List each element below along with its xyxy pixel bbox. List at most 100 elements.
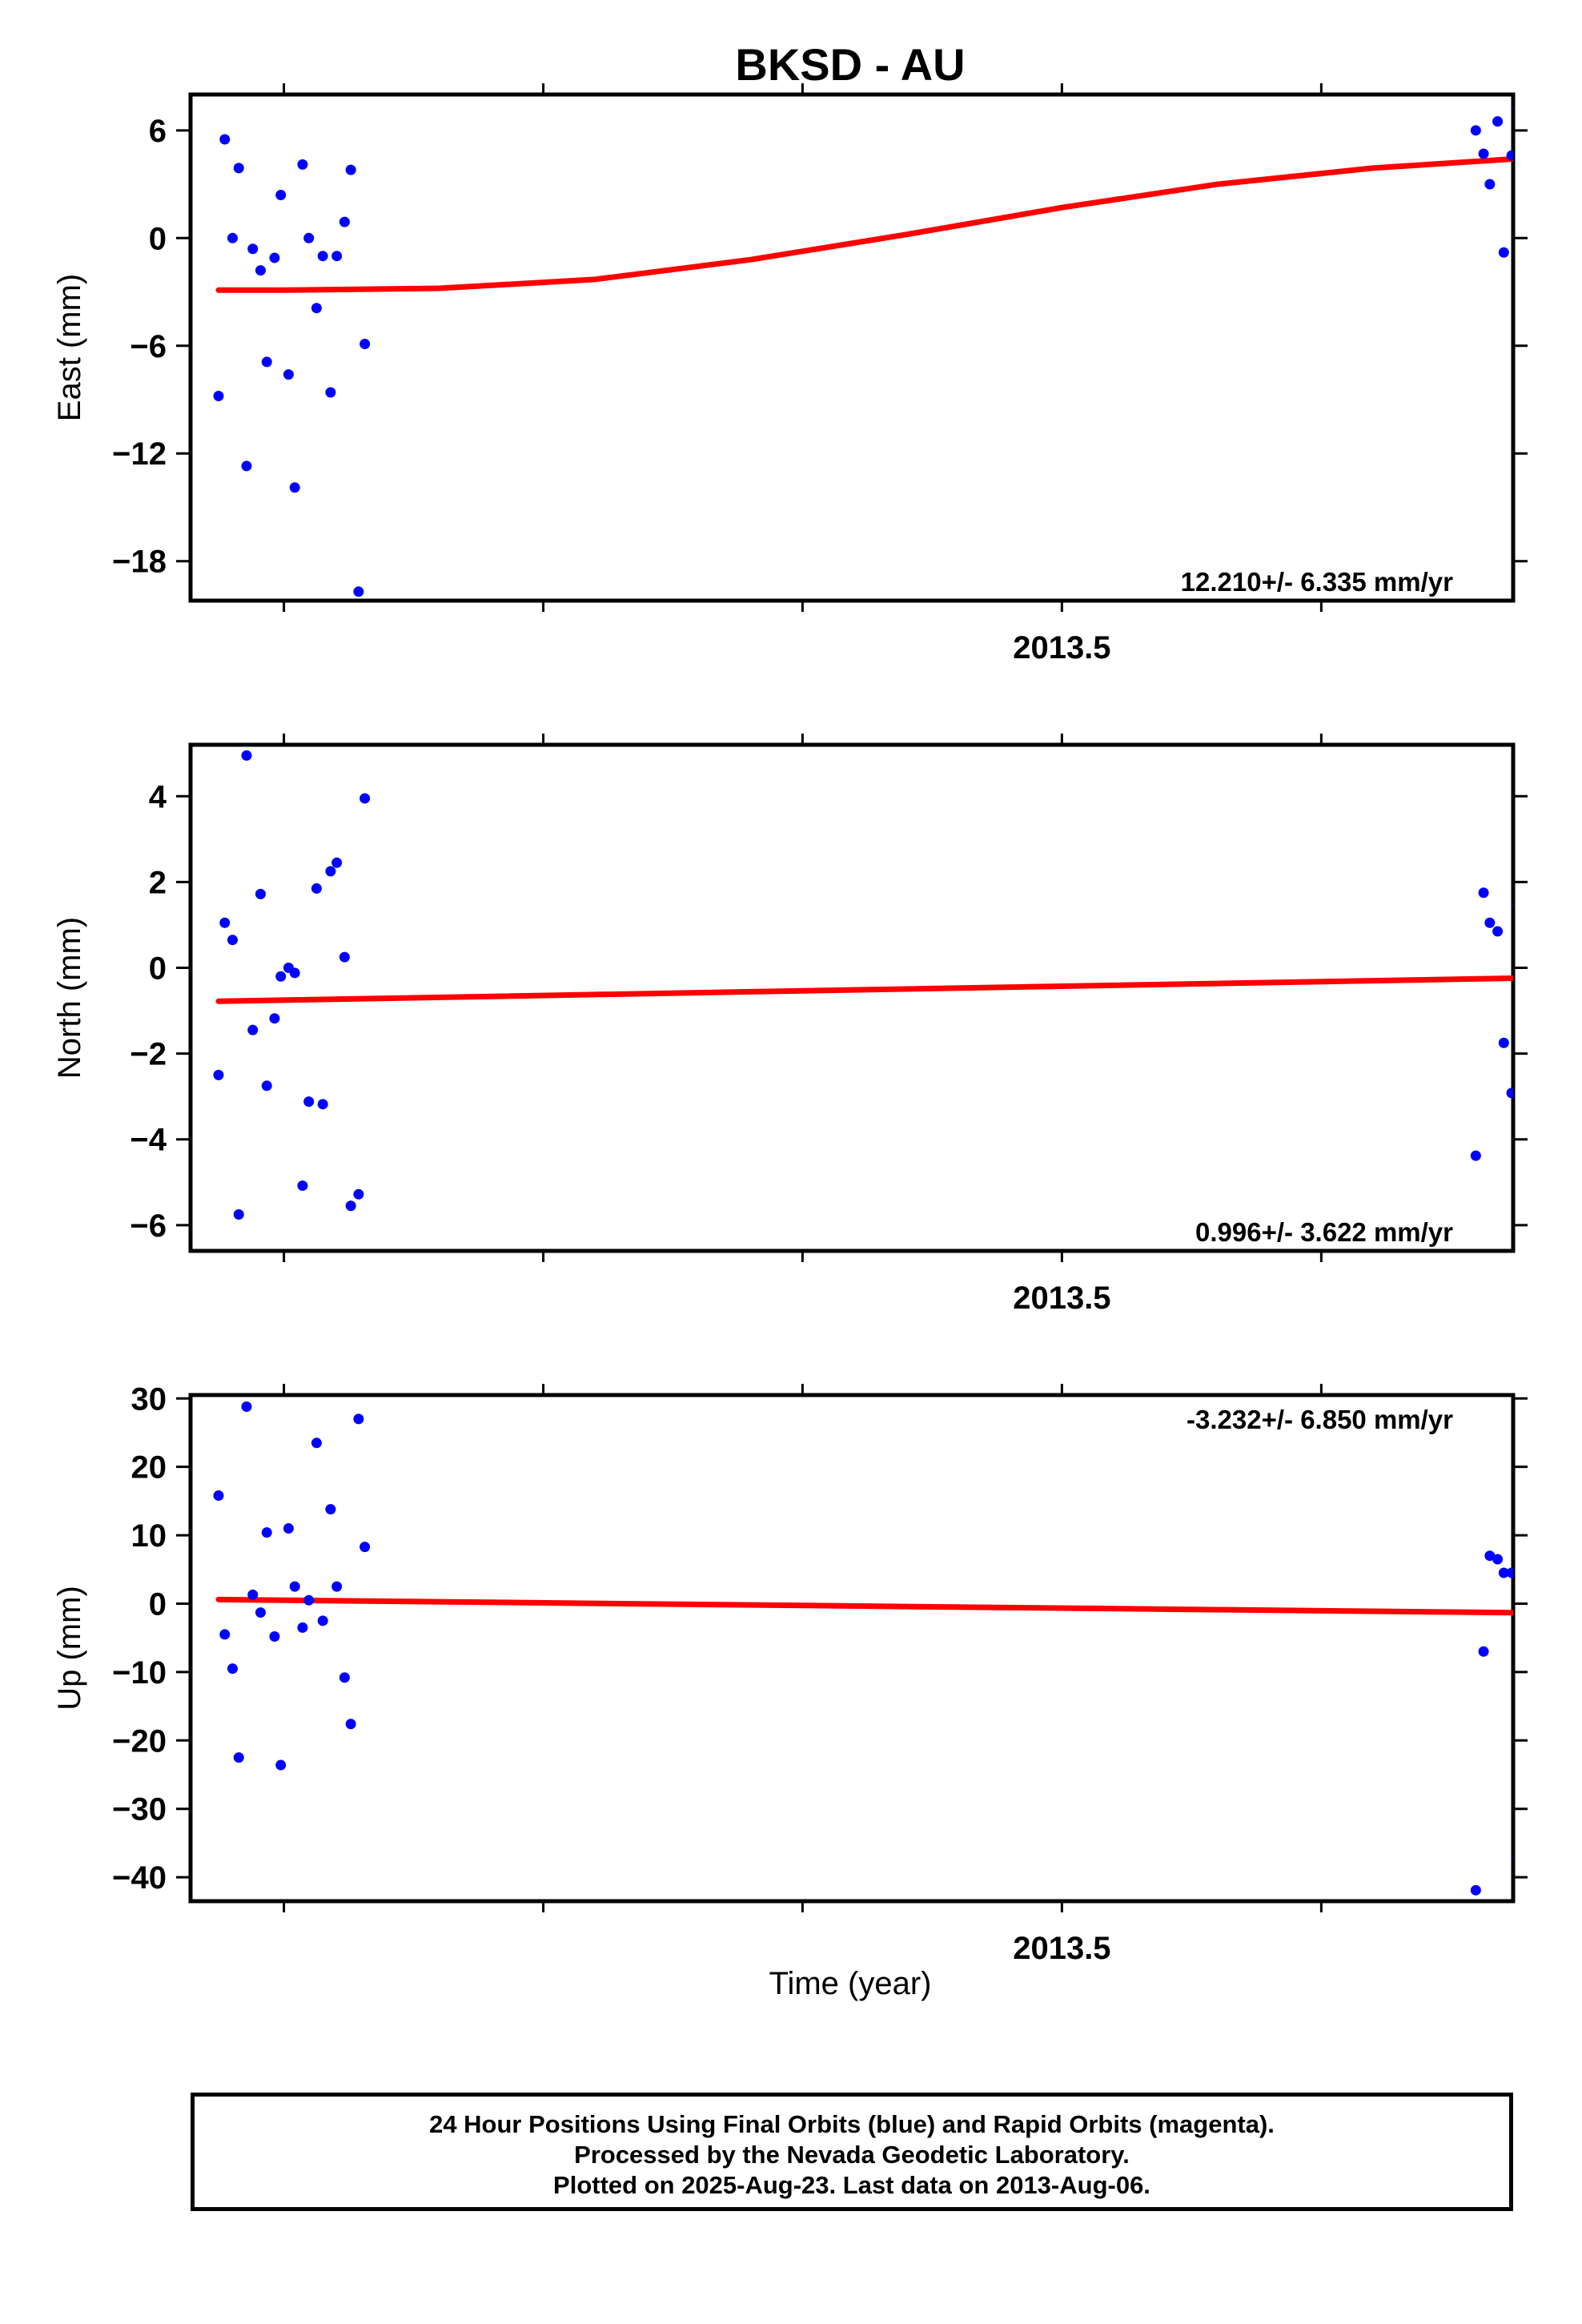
east-data-point — [1470, 125, 1481, 136]
footer-line-plotted: Plotted on 2025-Aug-23. Last data on 201… — [553, 2171, 1150, 2199]
up-y-tick-label: 20 — [131, 1450, 167, 1486]
east-plot-frame — [188, 92, 1516, 603]
north-y-tick-label: 0 — [149, 951, 167, 987]
east-data-point — [1506, 150, 1513, 161]
east-y-tick-label: −12 — [112, 436, 167, 472]
east-data-point — [213, 391, 224, 402]
east-data-point — [241, 460, 252, 472]
up-data-point — [1478, 1646, 1489, 1657]
north-data-point — [345, 1200, 356, 1212]
east-data-point — [1533, 109, 1544, 119]
up-data-point — [1561, 1598, 1572, 1609]
up-data-point — [359, 1542, 371, 1553]
up-data-point — [1555, 1612, 1565, 1622]
up-y-tick-label: −40 — [112, 1860, 167, 1896]
up-y-tick-label: 30 — [131, 1381, 167, 1417]
east-data-point — [269, 252, 280, 263]
north-data-point — [241, 750, 252, 761]
north-y-tick-label: −4 — [130, 1123, 167, 1158]
up-y-tick-label: 10 — [131, 1518, 167, 1554]
east-data-point — [289, 482, 300, 493]
up-rate-label: -3.232+/- 6.850 mm/yr — [1186, 1405, 1453, 1434]
east-data-point — [1484, 179, 1496, 190]
up-data-point — [213, 1490, 224, 1502]
up-data-point — [261, 1527, 272, 1538]
up-data-point — [1527, 1617, 1537, 1627]
panel-up: 2013.5 30 20 10 0 −10 −20 −30 −40 Up (mm) -3.232+/… — [52, 1381, 1572, 1966]
north-y-tick-label: −6 — [130, 1208, 167, 1244]
up-data-point — [233, 1752, 244, 1763]
east-data-point — [1561, 129, 1572, 139]
east-data-point — [297, 159, 308, 170]
north-data-point — [255, 888, 266, 899]
east-y-tick-label: −6 — [130, 329, 167, 364]
east-data-point — [1478, 148, 1489, 159]
up-data-point — [289, 1581, 300, 1592]
up-data-point — [283, 1523, 294, 1534]
north-data-point — [1519, 1099, 1529, 1109]
up-y-tick-label: −10 — [112, 1655, 167, 1691]
north-data-point — [1506, 1088, 1513, 1099]
north-data-point — [219, 917, 231, 928]
north-y-tick-label: 2 — [149, 865, 167, 900]
north-data-point — [227, 935, 238, 946]
up-data-point — [1492, 1554, 1504, 1565]
north-data-point — [269, 1013, 280, 1024]
up-data-point — [241, 1401, 252, 1413]
north-data-point — [1478, 887, 1489, 899]
north-data-point — [359, 793, 371, 804]
east-y-tick-label: −18 — [112, 545, 167, 580]
up-data-point — [227, 1663, 238, 1675]
east-data-point — [1540, 231, 1551, 242]
north-data-point — [331, 857, 343, 868]
north-plot-frame — [188, 742, 1516, 1253]
east-data-point — [1519, 100, 1529, 111]
east-x-tick-label: 2013.5 — [1013, 630, 1110, 665]
north-y-axis-label: North (mm) — [52, 917, 87, 1079]
north-data-point — [1484, 917, 1496, 928]
north-data-point — [1555, 826, 1565, 837]
up-data-point — [1547, 1652, 1557, 1663]
east-fit-line — [215, 155, 1513, 293]
up-data-point — [247, 1589, 259, 1600]
x-axis-label: Time (year) — [769, 1966, 932, 2001]
north-data-point — [1498, 1037, 1509, 1048]
up-plot-frame — [188, 1393, 1516, 1904]
up-x-tick-label: 2013.5 — [1013, 1931, 1110, 1966]
up-data-point — [317, 1615, 328, 1626]
east-data-point — [261, 356, 272, 368]
east-data-point — [359, 339, 371, 350]
north-data-point — [317, 1099, 328, 1110]
north-y-tick-label: 4 — [149, 779, 167, 814]
north-data-point — [1540, 946, 1551, 956]
east-data-point — [353, 586, 364, 597]
east-y-tick-label: 6 — [149, 114, 167, 149]
footer-legend-box: 24 Hour Positions Using Final Orbits (bl… — [191, 2093, 1513, 2211]
east-data-point — [311, 303, 322, 314]
panel-north: 2013.5 4 2 0 −2 −4 −6 North (mm) 0.996+/- 3.622 … — [52, 734, 1565, 1316]
east-data-point — [325, 387, 336, 398]
east-data-point — [227, 232, 238, 243]
east-data — [213, 100, 1572, 597]
up-data-point — [1540, 1466, 1551, 1477]
north-data-point — [1470, 1150, 1481, 1161]
east-y-axis-label: East (mm) — [52, 274, 87, 421]
up-data-point — [1506, 1567, 1513, 1578]
east-rate-label: 12.210+/- 6.335 mm/yr — [1181, 567, 1453, 597]
east-data-point — [1498, 247, 1509, 258]
up-y-tick-label: 0 — [149, 1586, 167, 1622]
east-data-point — [255, 265, 266, 276]
east-data-point — [1555, 170, 1565, 180]
up-data-point — [1533, 1544, 1544, 1554]
east-data-point — [247, 243, 259, 255]
footer-line-processed: Processed by the Nevada Geodetic Laborat… — [574, 2141, 1130, 2169]
footer-line-orbits: 24 Hour Positions Using Final Orbits (bl… — [429, 2110, 1275, 2138]
north-data-point — [233, 1208, 244, 1220]
east-y-tick-label: 0 — [149, 221, 167, 256]
east-data-point — [1547, 107, 1557, 118]
north-data-point — [303, 1096, 315, 1108]
north-data-point — [247, 1024, 259, 1035]
up-data-point — [353, 1413, 364, 1425]
up-data-point — [1498, 1567, 1509, 1578]
